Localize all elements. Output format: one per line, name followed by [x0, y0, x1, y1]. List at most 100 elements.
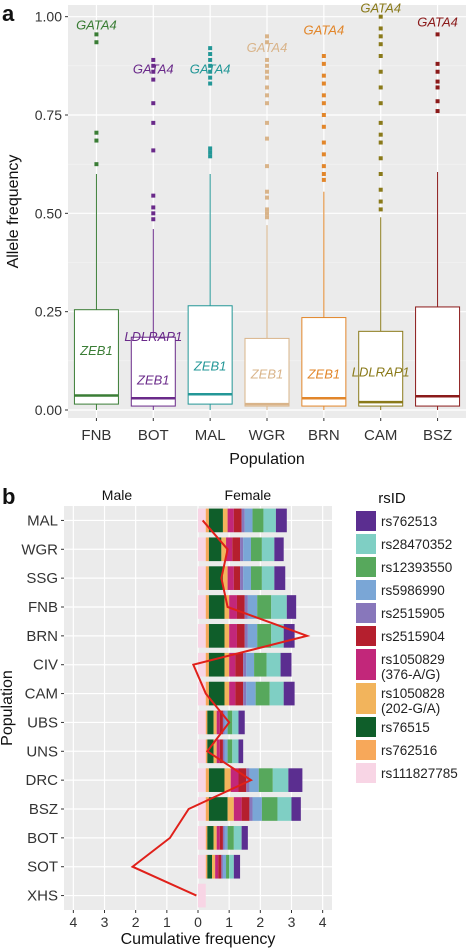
- bar-row-bsz: [198, 797, 301, 821]
- legend-swatch: [356, 511, 376, 531]
- facet-label-female: Female: [225, 487, 272, 503]
- outlier-point: [378, 85, 383, 90]
- outlier-point: [265, 215, 269, 220]
- outlier-point: [208, 154, 213, 159]
- bar-segment: [227, 566, 234, 590]
- legend-item: rs1050829(376-A/G): [356, 649, 445, 682]
- y-tick-label: UBS: [27, 714, 58, 731]
- bar-segment: [286, 595, 297, 619]
- bar-segment: [254, 652, 267, 677]
- outlier-point: [151, 57, 156, 62]
- bar-segment: [205, 854, 208, 879]
- bar-segment: [288, 768, 303, 792]
- outlier-point: [378, 132, 383, 137]
- bar-segment: [249, 797, 253, 821]
- outlier-point: [321, 101, 326, 106]
- bar-segment: [198, 826, 206, 850]
- box-iqr: [130, 336, 176, 407]
- bar-segment: [250, 537, 262, 562]
- legend-label: rs762513: [381, 514, 437, 529]
- legend-item: rs76515: [356, 717, 430, 737]
- x-tick-label: 3: [288, 914, 296, 930]
- bar-segment: [236, 595, 245, 619]
- outlier-point: [208, 150, 213, 155]
- outlier-point: [435, 61, 440, 66]
- legend-swatch: [356, 763, 376, 783]
- legend-label: rs1050829: [381, 652, 445, 667]
- bar-segment: [207, 739, 214, 764]
- bar-segment: [222, 566, 228, 590]
- bar-segment: [207, 826, 214, 850]
- bar-segment: [243, 652, 247, 677]
- bar-segment: [232, 537, 241, 562]
- legend-label: rs5986990: [381, 583, 445, 598]
- bar-segment: [257, 624, 272, 648]
- y-tick-label: 0.25: [35, 304, 62, 320]
- x-tick-label: 2: [256, 914, 264, 930]
- outlier-point: [435, 99, 440, 104]
- panel-a-label: a: [2, 1, 15, 26]
- outlier-point: [321, 93, 326, 98]
- outlier-point: [378, 34, 383, 39]
- legend-item: rs762516: [356, 740, 437, 760]
- box-brn: GATA4 ZEB1: [301, 22, 347, 410]
- bar-segment: [232, 710, 239, 735]
- bar-segment: [208, 566, 223, 590]
- bar-segment: [208, 797, 228, 821]
- bar-segment: [208, 624, 225, 648]
- bar-segment: [229, 624, 237, 648]
- bar-segment: [283, 624, 295, 648]
- box-iqr: [358, 330, 404, 407]
- outlier-point: [151, 211, 156, 216]
- bar-segment: [244, 508, 253, 533]
- gene-label-upper: GATA4: [76, 17, 117, 32]
- bar-segment: [233, 566, 241, 590]
- bar-segment: [247, 624, 258, 648]
- bar-segment: [229, 681, 236, 706]
- outlier-point: [378, 172, 383, 176]
- gene-label-lower: LDLRAP1: [352, 365, 410, 380]
- bar-segment: [244, 624, 248, 648]
- panel-b-x-axis-label: Cumulative frequency: [121, 931, 276, 948]
- x-tick-label: BOT: [138, 427, 169, 444]
- gene-label-lower: ZEB1: [307, 367, 341, 382]
- legend-swatch: [356, 534, 376, 554]
- outlier-point: [265, 164, 269, 169]
- outlier-point: [265, 189, 269, 194]
- bar-segment: [218, 854, 222, 879]
- outlier-point: [151, 77, 156, 82]
- legend-swatch: [356, 626, 376, 646]
- bar-segment: [205, 768, 209, 792]
- bar-segment: [198, 566, 206, 590]
- outlier-point: [265, 40, 269, 45]
- outlier-point: [378, 187, 383, 192]
- outlier-point: [378, 156, 383, 161]
- bar-row-uns: [198, 739, 244, 764]
- outlier-point: [435, 79, 440, 84]
- panel-b-y-axis-label: Population: [0, 670, 16, 746]
- bar-segment: [233, 508, 242, 533]
- bar-segment: [233, 826, 242, 850]
- outlier-point: [378, 140, 383, 145]
- bar-segment: [198, 710, 206, 735]
- box-iqr: [187, 305, 233, 405]
- outlier-point: [94, 40, 99, 45]
- gene-label-upper: GATA4: [360, 1, 401, 16]
- y-tick-label: BSZ: [29, 801, 58, 818]
- outlier-point: [321, 54, 326, 58]
- outlier-point: [208, 146, 213, 151]
- bar-segment: [221, 537, 227, 562]
- y-tick-label: 0.75: [35, 107, 62, 123]
- panel-b-y-ticks: MAL WGR SSG FNB BRN CIV CAM UBS UNS DRC BSZ BOT SOT X…: [21, 512, 64, 905]
- panel-a-y-ticks: 0.00 0.25 0.50 0.75 1.00: [35, 9, 68, 418]
- bar-segment: [198, 768, 206, 792]
- outlier-point: [151, 63, 156, 68]
- outlier-point: [265, 57, 269, 62]
- bar-segment: [235, 681, 244, 706]
- bar-segment: [266, 652, 281, 677]
- bar-segment: [244, 595, 248, 619]
- bar-segment: [208, 768, 225, 792]
- x-tick-label: 4: [69, 914, 77, 930]
- bar-segment: [205, 681, 209, 706]
- gene-label-lower: ZEB1: [193, 359, 227, 374]
